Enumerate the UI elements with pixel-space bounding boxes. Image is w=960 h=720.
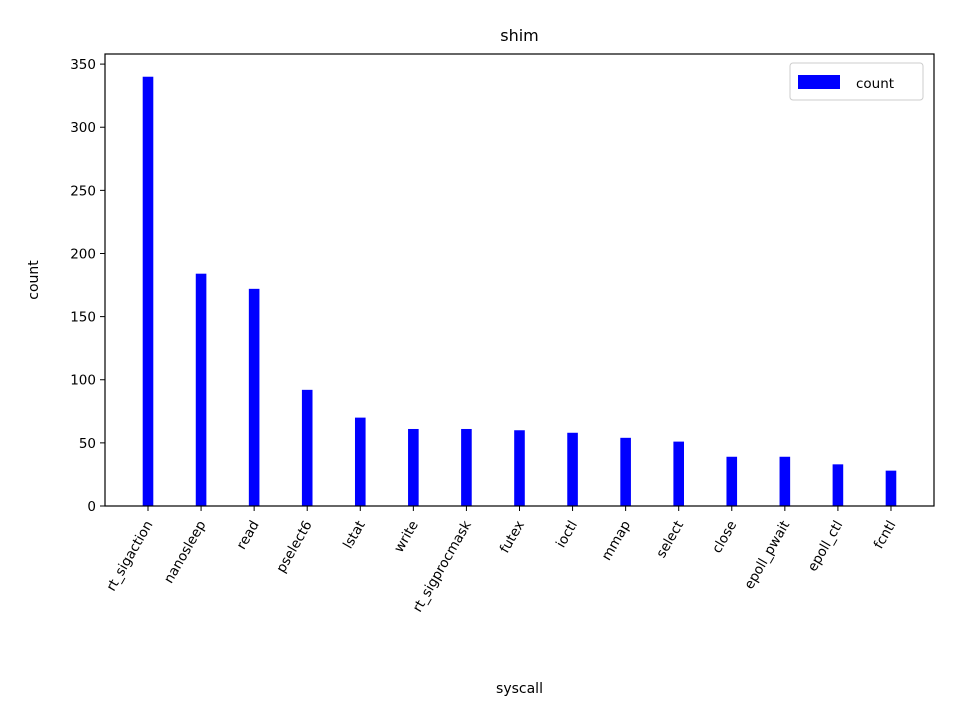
x-tick-label: write bbox=[391, 518, 422, 555]
y-tick-label: 300 bbox=[70, 120, 96, 136]
legend-label: count bbox=[856, 76, 894, 92]
bars-group bbox=[142, 76, 897, 506]
y-tick-label: 50 bbox=[79, 436, 96, 452]
x-tick-label: ioctl bbox=[553, 518, 581, 551]
x-tick-label: epoll_pwait bbox=[741, 518, 793, 592]
legend-swatch bbox=[798, 75, 840, 89]
x-tick-label: nanosleep bbox=[161, 518, 210, 586]
bar-read bbox=[248, 288, 260, 506]
plot-frame bbox=[104, 53, 935, 507]
bar-rt-sigaction bbox=[142, 76, 154, 506]
x-tick-label: futex bbox=[497, 518, 528, 556]
x-tick-label: rt_sigprocmask bbox=[410, 518, 475, 615]
y-tick-label: 0 bbox=[87, 499, 96, 515]
chart-title: shim bbox=[500, 26, 539, 45]
x-tick-label: read bbox=[234, 518, 263, 552]
y-tick-label: 350 bbox=[70, 57, 96, 73]
x-tick-label: pselect6 bbox=[273, 518, 315, 576]
y-tick-label: 200 bbox=[70, 246, 96, 262]
x-tick-label: fcntl bbox=[871, 518, 900, 552]
x-tick-label: mmap bbox=[599, 518, 634, 563]
bar-fcntl bbox=[885, 470, 897, 506]
x-tick-label: select bbox=[653, 518, 687, 561]
bar-close bbox=[726, 456, 738, 506]
bar-pselect6 bbox=[301, 389, 313, 506]
bar-futex bbox=[514, 430, 525, 506]
x-tick-label: close bbox=[709, 518, 740, 556]
y-tick-label: 150 bbox=[70, 310, 96, 326]
x-tick-label: epoll_ctl bbox=[805, 518, 847, 574]
bar-epoll-ctl bbox=[832, 464, 844, 506]
bar-nanosleep bbox=[195, 273, 207, 506]
bar-select bbox=[673, 441, 684, 506]
legend: count bbox=[789, 62, 924, 101]
y-tick-label: 250 bbox=[70, 183, 96, 199]
legend-box bbox=[789, 62, 924, 101]
y-axis-label: count bbox=[26, 260, 42, 300]
x-ticks-group: rt_sigaction nanosleep read pselect6 lstat wr… bbox=[103, 506, 899, 615]
y-ticks-group: 0 50 100 150 200 250 300 350 bbox=[70, 57, 105, 515]
x-tick-label: lstat bbox=[340, 518, 369, 552]
bar-lstat bbox=[354, 417, 366, 506]
bar-mmap bbox=[620, 437, 631, 506]
x-tick-label: rt_sigaction bbox=[103, 518, 156, 594]
x-axis-label: syscall bbox=[496, 681, 543, 697]
bar-epoll-pwait bbox=[779, 456, 791, 506]
bar-rt-sigprocmask bbox=[461, 428, 472, 506]
y-tick-label: 100 bbox=[70, 373, 96, 389]
bar-write bbox=[408, 428, 419, 506]
bar-ioctl bbox=[567, 432, 578, 506]
